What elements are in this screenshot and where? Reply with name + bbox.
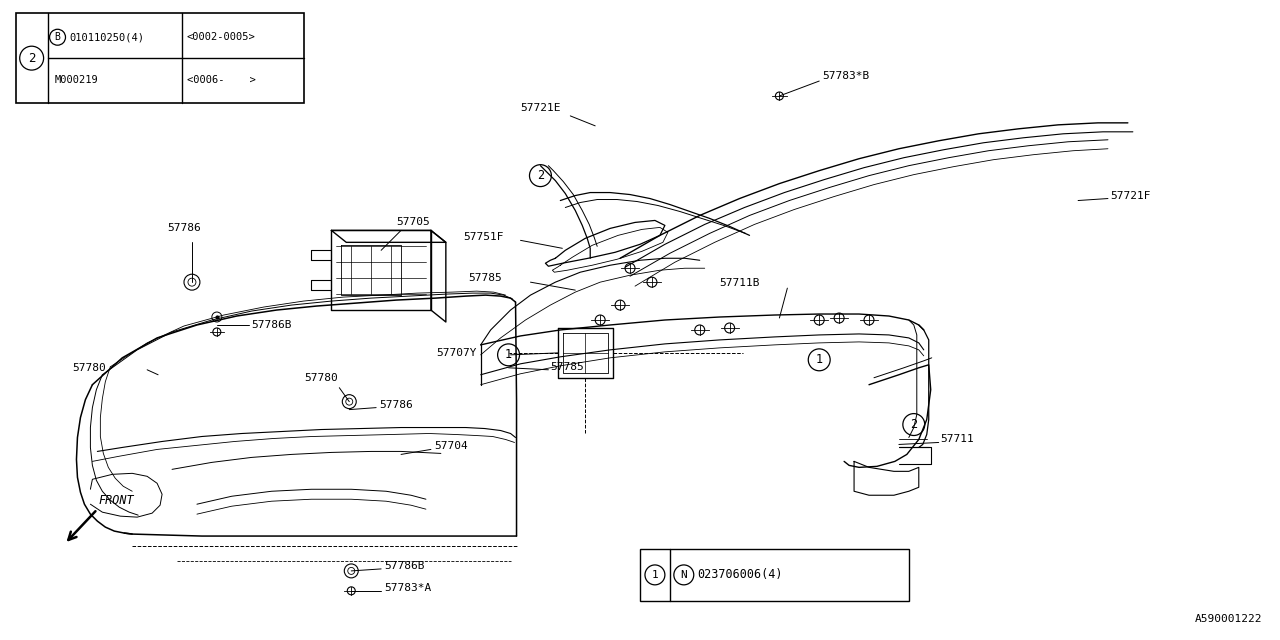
Text: 010110250(4): 010110250(4) xyxy=(69,32,145,42)
Text: 57705: 57705 xyxy=(396,218,430,227)
Text: 57711: 57711 xyxy=(941,435,974,444)
Text: 57783*B: 57783*B xyxy=(822,71,869,81)
Text: 2: 2 xyxy=(910,418,918,431)
Text: 57786: 57786 xyxy=(168,223,201,234)
Text: 57783*A: 57783*A xyxy=(384,583,431,593)
Text: N: N xyxy=(681,570,687,580)
Text: 57707Y: 57707Y xyxy=(436,348,476,358)
Text: 57780: 57780 xyxy=(73,363,106,372)
Text: 1: 1 xyxy=(652,570,658,580)
Text: 57780: 57780 xyxy=(305,372,338,383)
Text: 57785: 57785 xyxy=(468,273,503,283)
Text: M000219: M000219 xyxy=(55,75,99,85)
Text: 57751F: 57751F xyxy=(463,232,503,243)
Text: 1: 1 xyxy=(815,353,823,366)
Text: B: B xyxy=(55,32,60,42)
Text: 57786: 57786 xyxy=(379,399,413,410)
Text: A590001222: A590001222 xyxy=(1194,614,1262,623)
Text: <0006-    >: <0006- > xyxy=(187,75,256,85)
Text: <0002-0005>: <0002-0005> xyxy=(187,32,256,42)
Text: 57785: 57785 xyxy=(550,362,584,372)
Text: 023706006(4): 023706006(4) xyxy=(698,568,783,581)
Text: 57721E: 57721E xyxy=(520,103,561,113)
Text: 2: 2 xyxy=(536,169,544,182)
Text: FRONT: FRONT xyxy=(99,494,134,507)
Text: 57704: 57704 xyxy=(434,442,467,451)
Text: 57786B: 57786B xyxy=(384,561,425,571)
Text: 2: 2 xyxy=(28,52,36,65)
Text: 57711B: 57711B xyxy=(719,278,760,288)
Text: 1: 1 xyxy=(506,348,512,362)
Text: 57786B: 57786B xyxy=(252,320,292,330)
Text: 57721F: 57721F xyxy=(1110,191,1151,200)
